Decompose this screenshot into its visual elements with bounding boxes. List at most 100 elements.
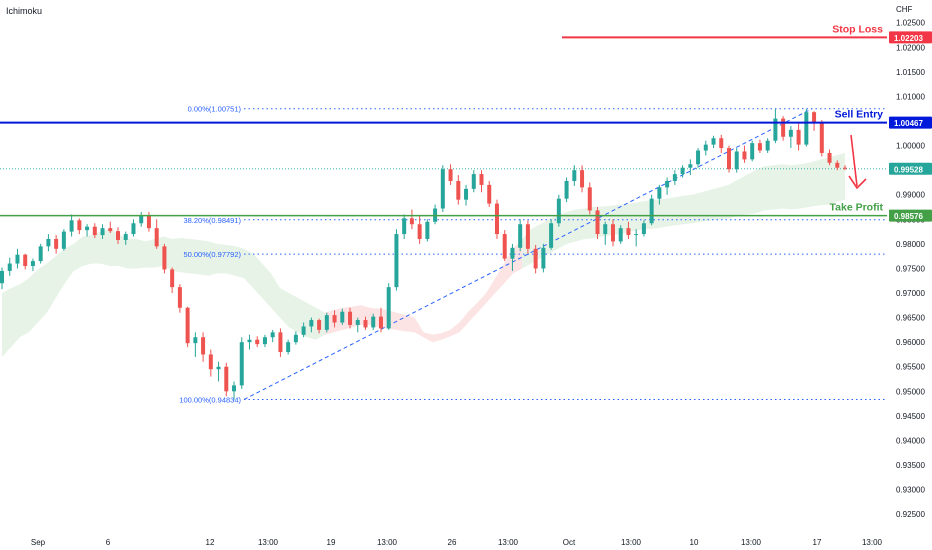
candle-body: [595, 210, 600, 235]
candle-body: [170, 269, 175, 288]
candle-body: [649, 198, 654, 224]
candle-body: [61, 231, 66, 249]
candle-body: [177, 287, 182, 308]
candle-body: [38, 246, 43, 262]
candle: [116, 227, 121, 244]
candle: [440, 165, 445, 212]
fib-level-label: 50.00%(0.97792): [183, 250, 241, 259]
candle-body: [626, 228, 631, 236]
candle: [85, 224, 90, 237]
y-tick-label: 0.94500: [896, 412, 925, 421]
candle-body: [332, 315, 337, 323]
candle: [618, 225, 623, 244]
candle-body: [324, 315, 329, 330]
candle-body: [224, 366, 229, 392]
arrow-shaft: [850, 134, 858, 187]
candle-body: [773, 118, 778, 141]
candle-body: [247, 339, 252, 343]
y-tick-label: 0.93000: [896, 486, 925, 495]
candle-body: [417, 224, 422, 239]
candle-body: [494, 203, 499, 235]
candle: [487, 180, 492, 208]
candle: [23, 253, 28, 270]
y-tick-label: 1.02000: [896, 43, 925, 52]
x-tick-label: 13:00: [621, 538, 642, 547]
candle-body: [193, 337, 198, 344]
candle: [61, 229, 66, 251]
candle-body: [487, 184, 492, 204]
candle-body: [580, 170, 585, 188]
candle-body: [371, 316, 376, 328]
candle-body: [131, 223, 136, 235]
take-profit-price-tag-text: 0.98576: [894, 212, 923, 221]
candle-body: [409, 218, 414, 225]
candle: [742, 145, 747, 163]
candle: [386, 283, 391, 330]
candle-body: [201, 337, 206, 355]
candle: [286, 339, 291, 355]
ichimoku-cloud: [2, 153, 845, 357]
y-tick-label: 0.96000: [896, 338, 925, 347]
candle: [525, 220, 530, 254]
candle-body: [448, 169, 453, 181]
candle: [541, 243, 546, 273]
candle-body: [139, 215, 144, 224]
candle: [363, 316, 368, 330]
x-tick-label: Sep: [31, 538, 46, 547]
y-tick-label: 0.92500: [896, 510, 925, 519]
candle-body: [479, 174, 484, 185]
take-profit-label: Take Profit: [830, 202, 884, 214]
candle: [324, 312, 329, 333]
x-tick-label: 13:00: [498, 538, 519, 547]
candle: [827, 149, 832, 166]
candle: [510, 243, 515, 271]
candle: [262, 334, 267, 348]
projection-arrow: [848, 134, 867, 190]
take-profit-price-tag: 0.98576: [889, 209, 932, 222]
candle-body: [7, 263, 12, 271]
candle-body: [657, 187, 662, 199]
candle: [657, 184, 662, 205]
candle: [703, 140, 708, 156]
candle-body: [286, 342, 291, 352]
y-tick-label: 0.95000: [896, 387, 925, 396]
candle-body: [355, 320, 360, 325]
candle: [46, 234, 51, 252]
candle: [634, 229, 639, 247]
candle-body: [262, 337, 267, 345]
candle-body: [30, 261, 35, 266]
candle: [796, 123, 801, 151]
candle: [711, 135, 716, 149]
candle-body: [208, 354, 213, 370]
sell-entry-price-tag-bg: [889, 116, 932, 129]
candle: [216, 361, 221, 382]
candle: [464, 184, 469, 206]
candle: [804, 108, 809, 147]
x-tick-label: Oct: [563, 538, 576, 547]
candle: [610, 219, 615, 247]
candle: [672, 170, 677, 185]
candle-body: [77, 220, 82, 231]
candle-body: [696, 150, 701, 165]
candle: [54, 235, 59, 254]
y-tick-label: 1.02500: [896, 19, 925, 28]
x-tick-label: 10: [690, 538, 699, 547]
candle: [409, 209, 414, 230]
candle-body: [750, 143, 755, 160]
candle: [100, 224, 105, 239]
fib-level-label: 0.00%(1.00751): [188, 105, 242, 114]
candle: [580, 165, 585, 193]
candle: [533, 244, 538, 274]
candle-body: [533, 248, 538, 269]
candle: [788, 125, 793, 149]
candle: [479, 170, 484, 193]
candle-body: [456, 180, 461, 200]
candle-body: [502, 234, 507, 259]
candle: [843, 165, 847, 171]
candle: [123, 231, 128, 245]
current-price-tag-bg: [889, 162, 932, 175]
candle: [734, 148, 739, 173]
candle-body: [185, 307, 190, 344]
candle: [355, 317, 360, 333]
